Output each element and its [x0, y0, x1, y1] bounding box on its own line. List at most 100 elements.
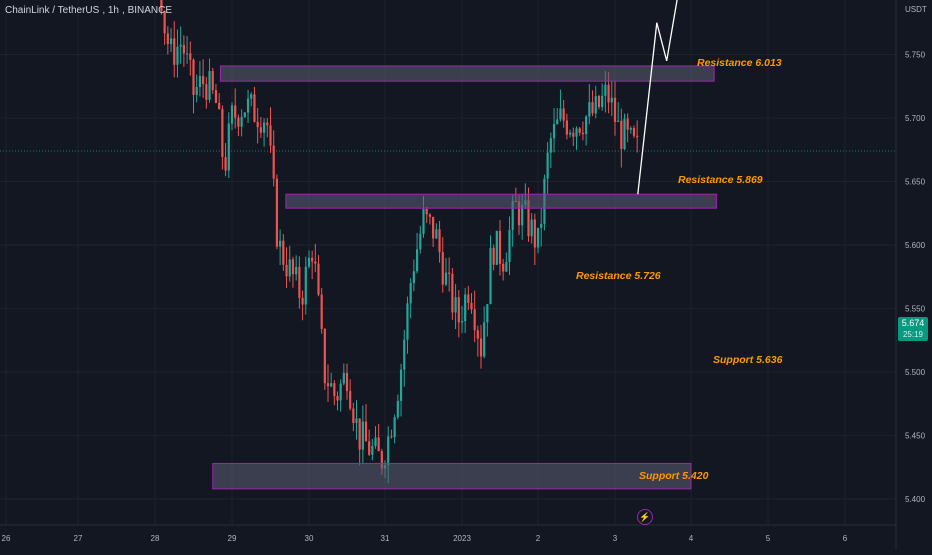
candle-body	[192, 59, 195, 95]
candle-body	[352, 408, 355, 423]
y-tick-label: 5.550	[905, 305, 926, 314]
x-tick-label: 27	[74, 534, 83, 543]
candle-body	[581, 132, 585, 135]
candle-body	[460, 321, 464, 323]
candle-body	[393, 417, 396, 438]
x-tick-label: 4	[689, 534, 694, 543]
candle-body	[559, 108, 562, 120]
candle-body	[205, 84, 208, 100]
candle-body	[441, 252, 444, 285]
candle-body	[279, 240, 282, 247]
candle-countdown: 25:19	[902, 330, 924, 339]
candle-body	[399, 369, 403, 401]
candle-body	[409, 283, 412, 304]
last-price-value: 5.674	[901, 318, 925, 328]
x-tick-label: 2023	[453, 534, 471, 543]
candle-body	[339, 383, 342, 401]
candle-body	[613, 97, 617, 122]
candle-body	[349, 391, 352, 409]
candle-body	[285, 264, 288, 277]
candle-body	[169, 38, 173, 45]
candle-body	[227, 123, 230, 171]
candle-body	[320, 294, 323, 329]
candle-body	[588, 102, 591, 117]
candle-body	[259, 127, 262, 133]
candle-body	[218, 102, 221, 109]
candle-body	[221, 108, 224, 158]
candle-body	[330, 383, 333, 387]
candle-body	[454, 297, 457, 313]
candle-body	[269, 125, 272, 146]
candle-body	[202, 75, 205, 85]
zone-label: Resistance 6.013	[697, 57, 782, 69]
candle-body	[527, 200, 530, 237]
candle-body	[211, 71, 214, 91]
candle-body	[403, 339, 406, 370]
timeframe: 1h	[107, 5, 119, 16]
candle-body	[562, 108, 565, 121]
candle-body	[396, 400, 399, 418]
candle-body	[549, 138, 552, 153]
candle-body	[451, 273, 454, 313]
candle-body	[377, 437, 380, 452]
candle-body	[546, 152, 549, 179]
zone-label: Support 5.636	[713, 354, 783, 366]
candle-body	[176, 46, 179, 65]
y-tick-label: 5.750	[905, 51, 926, 60]
candle-body	[552, 123, 556, 139]
candle-body	[467, 294, 470, 303]
candle-body	[428, 214, 432, 217]
candle-body	[508, 229, 511, 262]
candle-body	[237, 117, 240, 127]
candle-body	[253, 94, 256, 122]
x-tick-label: 3	[613, 534, 618, 543]
lightning-icon[interactable]: ⚡	[637, 509, 653, 525]
zone-rect	[285, 193, 717, 209]
candle-body	[498, 230, 502, 264]
candle-body	[444, 272, 448, 285]
candle-body	[355, 418, 358, 423]
candle-body	[288, 259, 291, 277]
candle-body	[530, 219, 533, 237]
candle-body	[492, 247, 495, 265]
candle-body	[623, 118, 626, 149]
candle-body	[578, 128, 581, 133]
candle-body	[565, 120, 568, 135]
candle-body	[387, 436, 390, 466]
candle-body	[326, 383, 330, 387]
candle-body	[250, 94, 253, 99]
x-tick-label: 30	[305, 534, 314, 543]
symbol-title[interactable]: ChainLink / TetherUS, 1h, BINANCE	[5, 5, 173, 16]
candle-body	[256, 121, 259, 128]
candle-body	[295, 266, 298, 275]
candle-body	[607, 84, 610, 103]
candle-body	[572, 132, 575, 137]
candle-body	[240, 116, 243, 127]
candle-body	[182, 44, 185, 54]
candle-body	[568, 132, 572, 135]
candle-body	[533, 219, 536, 248]
candle-body	[262, 122, 266, 133]
candle-body	[422, 208, 425, 234]
candle-body	[374, 437, 377, 447]
candle-body	[432, 216, 435, 239]
candle-body	[371, 446, 374, 455]
candle-body	[364, 421, 368, 442]
y-tick-label: 5.650	[905, 178, 926, 187]
candle-body	[166, 33, 169, 45]
y-tick-label: 5.500	[905, 368, 926, 377]
candle-body	[368, 441, 371, 455]
symbol-name: ChainLink / TetherUS	[5, 5, 100, 16]
candle-body	[234, 105, 237, 118]
candle-body	[464, 294, 467, 322]
candle-body	[361, 421, 364, 450]
projection-line	[637, 0, 678, 195]
candle-body	[486, 304, 489, 323]
zone-label: Support 5.420	[639, 470, 709, 482]
candle-body	[189, 53, 192, 60]
candle-body	[345, 372, 349, 392]
candle-body	[601, 95, 604, 108]
candle-body	[448, 272, 451, 274]
